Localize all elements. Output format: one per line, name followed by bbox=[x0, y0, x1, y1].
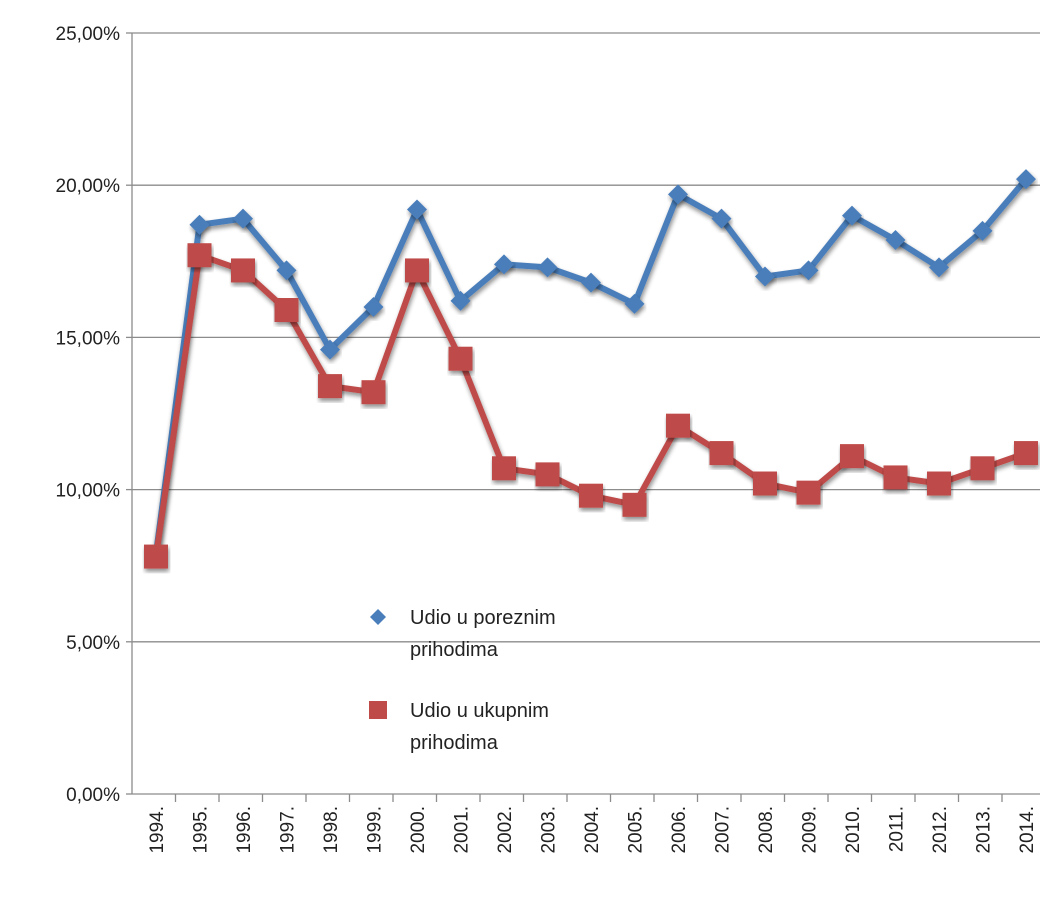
data-point bbox=[363, 296, 384, 317]
data-point bbox=[1016, 169, 1036, 190]
legend: Udio u poreznim prihodima Udio u ukupnim… bbox=[345, 607, 556, 754]
legend-entry-porezni: Udio u poreznim prihodima bbox=[345, 607, 556, 661]
data-point bbox=[535, 462, 560, 487]
x-tick-label: 1996. bbox=[234, 806, 255, 854]
data-point bbox=[494, 254, 514, 275]
data-point bbox=[842, 205, 862, 226]
x-tick-label: 2006. bbox=[669, 806, 690, 854]
data-point bbox=[581, 272, 601, 293]
x-tick-label: 2007. bbox=[713, 806, 734, 854]
y-tick-label: 5,00% bbox=[66, 633, 120, 654]
data-point bbox=[537, 257, 558, 278]
data-point bbox=[711, 208, 732, 229]
x-tick-label: 1995. bbox=[191, 806, 212, 854]
x-tick-label: 1999. bbox=[365, 806, 386, 854]
data-point bbox=[709, 441, 734, 466]
x-tick-label: 1998. bbox=[321, 806, 342, 854]
data-point bbox=[405, 258, 429, 283]
data-point bbox=[318, 374, 342, 399]
data-point bbox=[448, 346, 473, 371]
series bbox=[144, 169, 1038, 569]
y-tick-label: 0,00% bbox=[66, 785, 120, 806]
x-tick-label: 2001. bbox=[452, 806, 473, 854]
data-point bbox=[361, 380, 386, 405]
legend-marker-diamond bbox=[370, 609, 386, 625]
y-tick-label: 20,00% bbox=[56, 176, 121, 197]
x-tick-label: 1997. bbox=[278, 806, 299, 854]
x-tick-label: 2014. bbox=[1017, 806, 1038, 854]
x-tick-label: 2010. bbox=[843, 806, 864, 854]
x-tick-label: 2002. bbox=[495, 806, 516, 854]
data-point bbox=[622, 492, 647, 517]
x-tick-label: 2000. bbox=[408, 806, 429, 854]
data-point bbox=[927, 471, 951, 496]
axes bbox=[126, 32, 1040, 802]
data-point bbox=[668, 184, 688, 205]
x-tick-label: 2011. bbox=[887, 806, 908, 852]
legend-label-line1: Udio u poreznim bbox=[410, 607, 556, 629]
data-point bbox=[492, 456, 516, 481]
data-point bbox=[1014, 441, 1038, 466]
data-point bbox=[144, 544, 168, 569]
data-point bbox=[233, 208, 253, 229]
y-axis-tick-labels: 0,00% 5,00% 10,00% 15,00% 20,00% 25,00% bbox=[56, 24, 121, 806]
y-tick-label: 25,00% bbox=[56, 24, 121, 45]
data-point bbox=[450, 290, 471, 311]
x-axis-tick-labels: 1994. 1995. 1996. 1997. 1998. 1999. 2000. 2001.… bbox=[147, 806, 1038, 854]
data-point bbox=[885, 229, 906, 250]
data-point bbox=[276, 260, 297, 281]
x-tick-label: 2008. bbox=[756, 806, 777, 854]
x-tick-label: 1994. bbox=[147, 806, 168, 854]
data-point bbox=[320, 339, 340, 360]
data-point bbox=[840, 444, 864, 469]
x-tick-label: 2005. bbox=[626, 806, 647, 854]
data-point bbox=[929, 257, 949, 278]
data-point bbox=[231, 258, 255, 283]
data-point bbox=[972, 220, 993, 241]
legend-label-line2: prihodima bbox=[410, 732, 499, 754]
data-point bbox=[187, 243, 212, 268]
series-porezni bbox=[146, 169, 1036, 564]
data-point bbox=[189, 214, 210, 235]
y-tick-label: 15,00% bbox=[56, 328, 121, 349]
x-tick-label: 2004. bbox=[582, 806, 603, 854]
y-tick-label: 10,00% bbox=[56, 481, 121, 502]
legend-entry-ukupni: Udio u ukupnim prihodima bbox=[345, 700, 549, 754]
data-point bbox=[274, 298, 299, 323]
data-point bbox=[755, 266, 775, 287]
data-point bbox=[407, 199, 427, 220]
x-tick-label: 2009. bbox=[800, 806, 821, 854]
legend-label-line1: Udio u ukupnim bbox=[410, 700, 549, 722]
gridlines bbox=[132, 32, 1040, 643]
series-ukupni bbox=[144, 243, 1038, 569]
data-point bbox=[970, 456, 995, 481]
legend-label-line2: prihodima bbox=[410, 639, 499, 661]
legend-marker-square bbox=[369, 701, 387, 719]
data-point bbox=[753, 471, 777, 496]
data-point bbox=[624, 293, 645, 314]
x-tick-label: 2012. bbox=[930, 806, 951, 854]
data-point bbox=[579, 483, 603, 508]
data-point bbox=[798, 260, 819, 281]
x-tick-label: 2003. bbox=[539, 806, 560, 854]
x-tick-label: 2013. bbox=[974, 806, 995, 854]
data-point bbox=[796, 480, 821, 505]
data-point bbox=[883, 465, 908, 490]
data-point bbox=[666, 413, 690, 438]
